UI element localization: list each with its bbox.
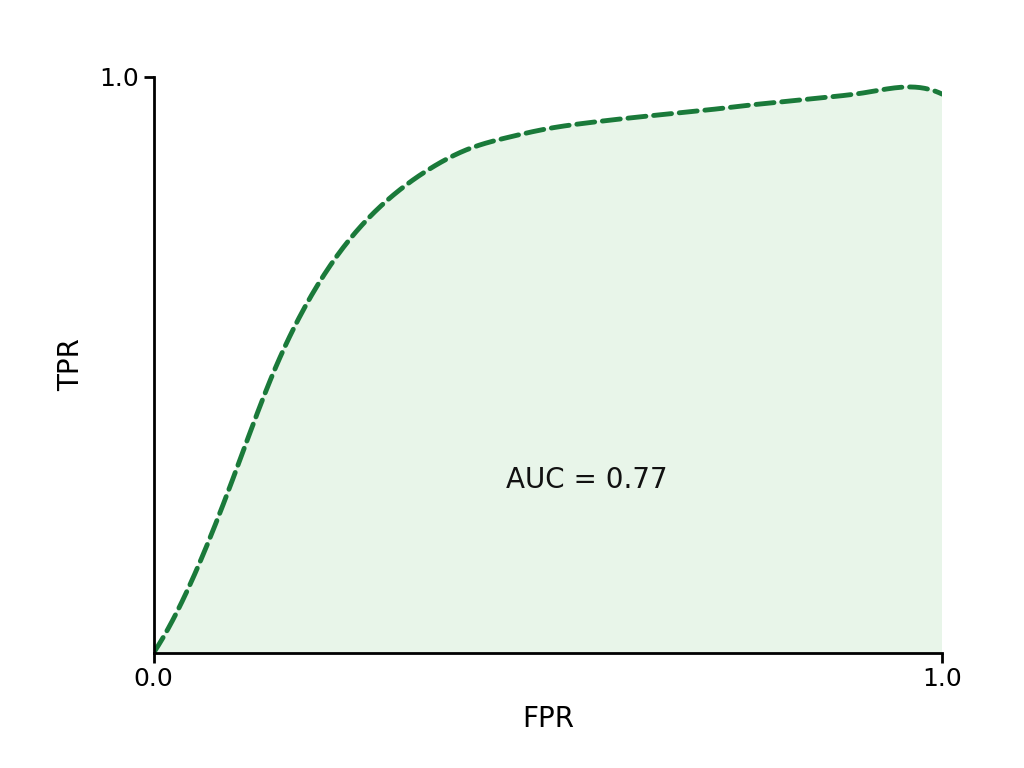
X-axis label: FPR: FPR [522,705,573,733]
Text: AUC = 0.77: AUC = 0.77 [507,466,668,494]
Polygon shape [154,87,942,653]
Y-axis label: TPR: TPR [57,339,85,391]
